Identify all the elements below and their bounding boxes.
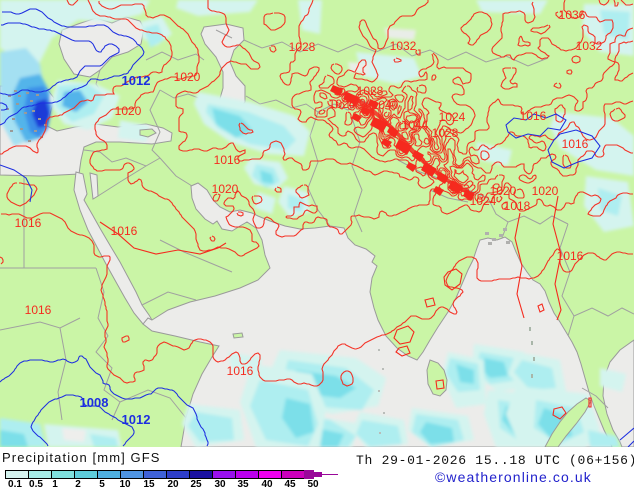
svg-text:1016: 1016 — [111, 224, 138, 238]
svg-text:1008: 1008 — [80, 395, 109, 410]
svg-text:1024: 1024 — [439, 110, 466, 124]
svg-text:1028: 1028 — [432, 126, 459, 140]
svg-text:1016: 1016 — [520, 109, 547, 123]
svg-text:1028: 1028 — [357, 84, 384, 98]
svg-text:1016: 1016 — [214, 153, 241, 167]
svg-text:1024: 1024 — [329, 97, 356, 111]
svg-text:1016: 1016 — [227, 364, 254, 378]
svg-text:1020: 1020 — [490, 184, 517, 198]
svg-text:1016: 1016 — [15, 216, 42, 230]
svg-text:1040: 1040 — [372, 98, 399, 112]
svg-text:1024: 1024 — [470, 194, 497, 208]
svg-text:1016: 1016 — [25, 303, 52, 317]
svg-text:1032: 1032 — [450, 182, 477, 196]
svg-text:1028: 1028 — [289, 40, 316, 54]
svg-text:1012: 1012 — [122, 412, 151, 427]
svg-text:1032: 1032 — [576, 39, 603, 53]
svg-text:1020: 1020 — [174, 70, 201, 84]
svg-text:1044: 1044 — [402, 118, 429, 132]
svg-text:1036: 1036 — [559, 8, 586, 22]
svg-text:1020: 1020 — [212, 182, 239, 196]
svg-text:1016: 1016 — [562, 137, 589, 151]
svg-text:1012: 1012 — [122, 73, 151, 88]
svg-text:1016: 1016 — [557, 249, 584, 263]
svg-text:1032: 1032 — [390, 39, 417, 53]
svg-text:1018: 1018 — [504, 199, 531, 213]
svg-text:1020: 1020 — [532, 184, 559, 198]
svg-text:1020: 1020 — [115, 104, 142, 118]
